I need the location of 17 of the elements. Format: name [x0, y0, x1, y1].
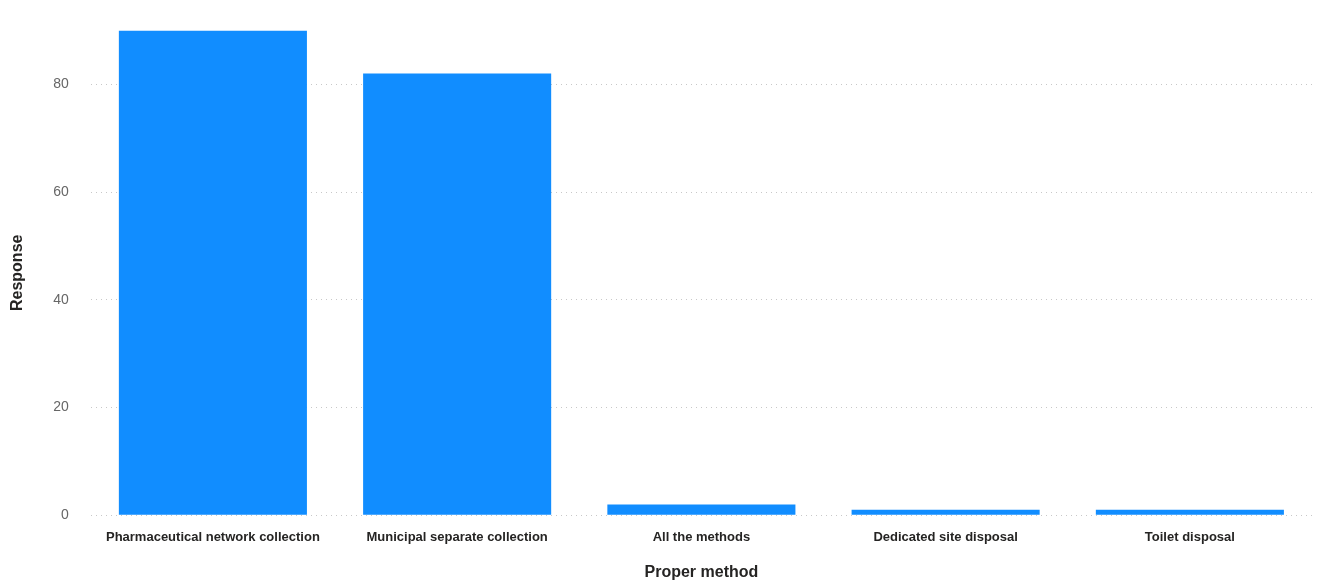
y-axis-title: Response [8, 234, 26, 312]
bar [1095, 509, 1284, 515]
y-tick-label: 40 [53, 290, 69, 307]
x-tick-label: Toilet disposal [1144, 528, 1235, 544]
x-tick-label: All the methods [652, 528, 751, 544]
y-tick-label: 80 [53, 75, 69, 92]
bar [607, 504, 796, 515]
y-tick-label: 20 [53, 398, 69, 415]
x-tick-label: Municipal separate collection [366, 528, 548, 544]
bar [118, 30, 307, 515]
x-tick-label: Pharmaceutical network collection [105, 528, 320, 544]
bar [363, 73, 552, 515]
x-axis-title: Proper method [644, 562, 759, 580]
bar [851, 509, 1040, 515]
y-tick-label: 0 [60, 506, 69, 523]
x-tick-label: Dedicated site disposal [873, 528, 1018, 544]
y-tick-label: 60 [53, 182, 69, 199]
